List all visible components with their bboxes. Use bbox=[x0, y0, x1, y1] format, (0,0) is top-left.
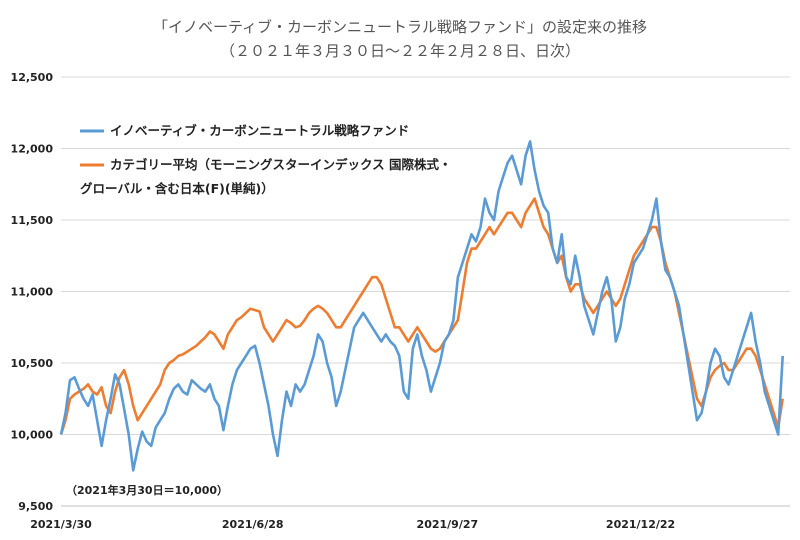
x-tick-label: 2021/3/30 bbox=[30, 518, 92, 531]
chart-annotation: （2021年3月30日＝10,000） bbox=[66, 483, 228, 497]
x-tick-label: 2021/12/22 bbox=[606, 518, 675, 531]
legend: イノベーティブ・カーボンニュートラル戦略ファンド カテゴリー平均（モーニングスタ… bbox=[80, 123, 456, 196]
y-tick-label: 10,000 bbox=[11, 429, 54, 442]
y-tick-label: 12,000 bbox=[11, 143, 54, 156]
series-line-fund bbox=[59, 140, 784, 472]
y-tick-label: 12,500 bbox=[11, 71, 54, 84]
y-tick-label: 9,500 bbox=[18, 500, 53, 513]
gridlines bbox=[61, 76, 790, 507]
y-tick-label: 11,000 bbox=[11, 286, 54, 299]
series-lines bbox=[59, 140, 784, 472]
y-tick-label: 10,500 bbox=[11, 357, 54, 370]
legend-label-fund: イノベーティブ・カーボンニュートラル戦略ファンド bbox=[110, 123, 409, 138]
chart-title: 「イノベーティブ・カーボンニュートラル戦略ファンド」の設定来の推移 bbox=[153, 18, 647, 36]
chart-subtitle: （２０２１年３月３０日～２２年２月２８日、日次） bbox=[220, 42, 580, 60]
x-axis-ticks: 2021/3/30 2021/6/28 2021/9/27 2021/12/22 bbox=[30, 518, 675, 531]
y-axis-ticks: 9,500 10,000 10,500 11,000 11,500 12,000 12,50… bbox=[11, 71, 54, 513]
legend-label-category-line1: カテゴリー平均（モーニングスターインデックス 国際株式・ bbox=[110, 157, 451, 172]
legend-label-category: カテゴリー平均（モーニングスターインデックス 国際株式・ グローバル・含む日本(… bbox=[80, 157, 456, 196]
y-tick-label: 11,500 bbox=[11, 214, 54, 227]
x-tick-label: 2021/6/28 bbox=[222, 518, 284, 531]
x-tick-label: 2021/9/27 bbox=[417, 518, 479, 531]
legend-label-category-line2: グローバル・含む日本(F)(単純)） bbox=[80, 181, 274, 196]
